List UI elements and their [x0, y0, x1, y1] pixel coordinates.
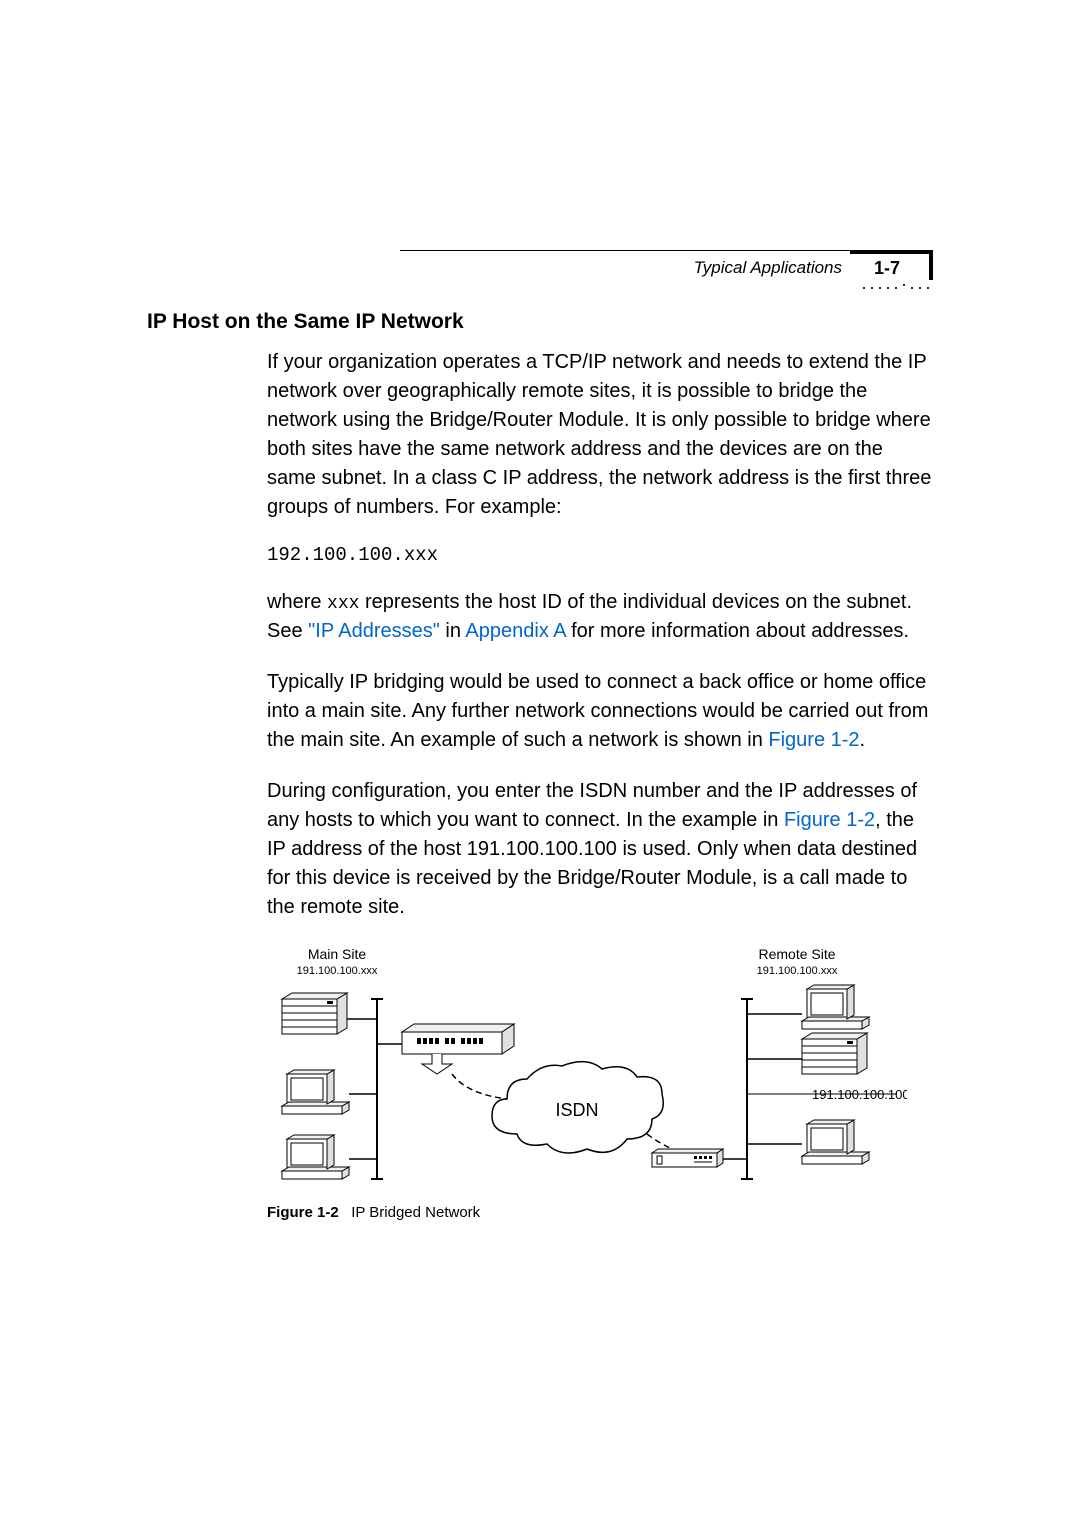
pc-icon-2: [282, 1135, 349, 1179]
pc-icon-remote-2: [802, 1120, 869, 1164]
link-ip-addresses[interactable]: "IP Addresses": [308, 620, 440, 642]
pc-icon-1: [282, 1070, 349, 1114]
remote-site-ip: 191.100.100.xxx: [757, 965, 838, 977]
para2-text-pre: where: [267, 591, 327, 613]
network-diagram-svg: Main Site 191.100.100.xxx Remote Site 19…: [267, 944, 907, 1194]
paragraph-2: where xxx represents the host ID of the …: [267, 588, 933, 646]
para2-text-mid: in: [440, 620, 466, 642]
para2-code-inline: xxx: [327, 594, 359, 614]
header-dots: ·········: [861, 278, 933, 299]
paragraph-4: During configuration, you enter the ISDN…: [267, 777, 933, 922]
figure-caption-label: Figure 1-2: [267, 1204, 339, 1221]
pc-icon-remote-1: [802, 985, 869, 1029]
header-rule-thin: [400, 250, 850, 251]
isdn-label: ISDN: [555, 1100, 598, 1120]
paragraph-3: Typically IP bridging would be used to c…: [267, 668, 933, 755]
server-icon-remote: [802, 1033, 867, 1074]
remote-site-label: Remote Site: [758, 946, 835, 962]
isdn-cloud-icon: ISDN: [492, 1062, 663, 1153]
page-number: 1-7: [874, 258, 900, 279]
router-icon: [402, 1024, 514, 1074]
dashed-link-main: [452, 1074, 507, 1099]
header-section-title: Typical Applications: [694, 258, 842, 278]
page-content: IP Host on the Same IP Network If your o…: [0, 0, 1080, 1321]
paragraph-1: If your organization operates a TCP/IP n…: [267, 348, 933, 522]
code-block-ip: 192.100.100.xxx: [267, 544, 933, 566]
figure-diagram: Main Site 191.100.100.xxx Remote Site 19…: [267, 944, 933, 1194]
section-heading: IP Host on the Same IP Network: [147, 310, 933, 334]
main-site-ip: 191.100.100.xxx: [297, 965, 378, 977]
link-appendix-a[interactable]: Appendix A: [465, 620, 565, 642]
para2-text-end: for more information about addresses.: [566, 620, 910, 642]
figure-caption-text: IP Bridged Network: [351, 1204, 480, 1221]
server-icon: [282, 993, 347, 1034]
header-rule-thick: [850, 250, 933, 254]
main-site-label: Main Site: [308, 946, 367, 962]
modem-icon: [652, 1149, 723, 1167]
para3-text-end: .: [860, 729, 866, 751]
link-figure-1-2-a[interactable]: Figure 1-2: [768, 729, 859, 751]
figure-caption: Figure 1-2 IP Bridged Network: [267, 1204, 933, 1221]
header-vbar: [929, 250, 933, 280]
link-figure-1-2-b[interactable]: Figure 1-2: [784, 809, 875, 831]
